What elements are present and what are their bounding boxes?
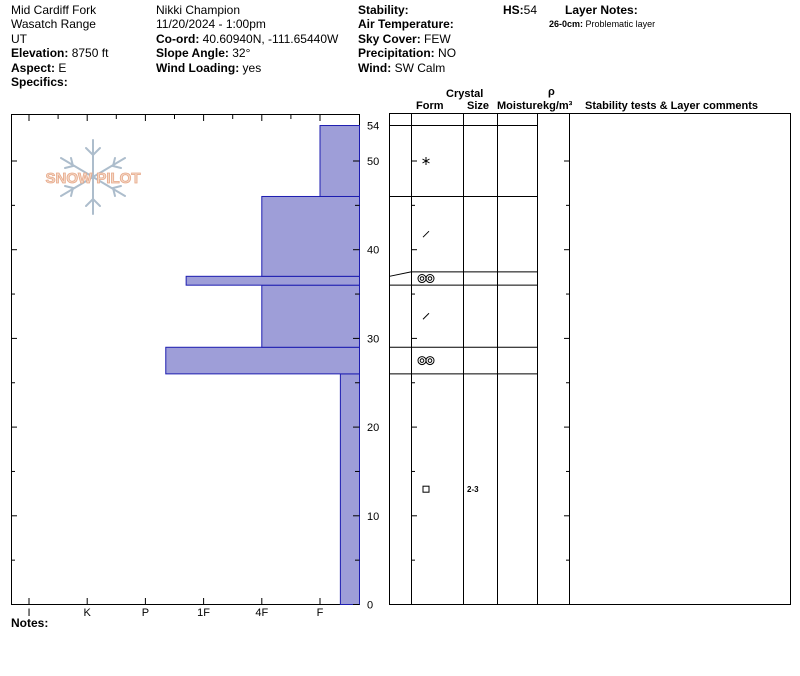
layer-notes-label: Layer Notes: [565,3,638,17]
coord-value: 40.60940N, -111.65440W [202,32,339,46]
x-tick-label-1: K [84,607,92,619]
wind-label: Wind: [358,61,392,75]
size-header: Size [467,100,490,112]
slash-icon [422,230,430,238]
aspect-label: Aspect: [11,61,56,75]
air-temperature-label: Air Temperature: [358,17,454,31]
slope-value: 32° [232,46,251,60]
hardness-bar-1 [165,346,360,375]
wind-loading-label: Wind Loading: [156,61,240,75]
precip-value: NO [438,46,457,60]
snowflake-icon [60,139,126,215]
x-tick-label-5: F [317,607,324,619]
hardness-x-ticks: I K P 1F 4F F [27,115,324,619]
y-tick-label-40: 40 [367,245,379,257]
hardness-bar-3 [185,275,360,286]
layer-row-3 [417,274,435,284]
mountain-range: Wasatch Range [11,17,96,31]
precipitation: Precipitation: NO [358,46,456,60]
layer-note-text: Problematic layer [585,19,656,29]
moisture-header: Moisture [497,100,543,112]
x-tick-label-2: P [142,607,149,619]
layer-rows: 2-3 [389,125,538,494]
elevation-value: 8750 ft [71,46,109,60]
hs-label: HS: [503,3,524,17]
x-tick-label-4: 4F [255,607,268,619]
hardness-bar-0 [339,373,360,605]
hardness-bar-2 [261,284,360,348]
crystal-header: Crystal [446,88,484,100]
y-tick-label-0: 0 [367,600,373,612]
snow-height: HS:54 [503,3,537,17]
y-tick-label-20: 20 [367,422,379,434]
y-tick-label-54: 54 [367,121,379,133]
double-circle-icon [417,356,435,366]
comments-header: Stability tests & Layer comments [585,100,759,112]
wind: Wind: SW Calm [358,61,445,75]
hardness-bar-4 [261,195,360,277]
notes-label: Notes: [11,616,49,630]
state: UT [11,32,27,46]
slash-icon [422,312,430,320]
sky-value: FEW [424,32,451,46]
layer-row-5 [422,157,430,165]
logo-text: SNOW PILOT [46,170,141,187]
layer-row-4 [422,230,430,238]
observer-name: Nikki Champion [156,3,241,17]
aspect-value: E [58,61,67,75]
layer-note-depth: 26-0cm: [549,19,584,29]
aspect: Aspect: E [11,61,66,75]
x-tick-label-0: I [27,607,30,619]
sky-cover: Sky Cover: FEW [358,32,451,46]
layer-row-0: 2-3 [422,485,479,494]
hs-value: 54 [523,3,538,17]
y-tick-label-50: 50 [367,156,379,168]
coordinates: Co-ord: 40.60940N, -111.65440W [156,32,338,46]
square-icon [422,485,430,493]
y-tick-label-30: 30 [367,333,379,345]
layer-row-2 [422,312,430,320]
layer-connector-4 [389,271,412,277]
layer-table-frame [389,113,791,605]
slope-angle: Slope Angle: 32° [156,46,250,60]
stability-label: Stability: [358,3,409,17]
depth-y-ticks: 0 10 20 30 40 50 54 [11,121,570,612]
wind-loading: Wind Loading: yes [156,61,261,75]
double-circle-icon [417,274,435,284]
coord-label: Co-ord: [156,32,200,46]
rho-header: ρ [548,86,555,98]
precip-label: Precipitation: [358,46,435,60]
layer-row-1 [417,356,435,366]
elevation-label: Elevation: [11,46,69,60]
wind-value: SW Calm [394,61,446,75]
snowpilot-logo: SNOW PILOT [45,139,141,215]
sky-label: Sky Cover: [358,32,421,46]
y-tick-label-10: 10 [367,511,379,523]
location-name: Mid Cardiff Fork [11,3,97,17]
specifics-label: Specifics: [11,75,68,89]
observation-datetime: 11/20/2024 - 1:00pm [156,17,266,31]
hardness-bars [165,125,360,605]
slope-label: Slope Angle: [156,46,229,60]
density-header: kg/m³ [543,100,573,112]
layer-note: 26-0cm: Problematic layer [549,19,655,29]
x-tick-label-3: 1F [197,607,210,619]
asterisk-icon [422,157,430,165]
wind-loading-value: yes [242,61,262,75]
elevation: Elevation: 8750 ft [11,46,108,60]
form-header: Form [416,100,444,112]
layer-size-0: 2-3 [467,485,479,494]
